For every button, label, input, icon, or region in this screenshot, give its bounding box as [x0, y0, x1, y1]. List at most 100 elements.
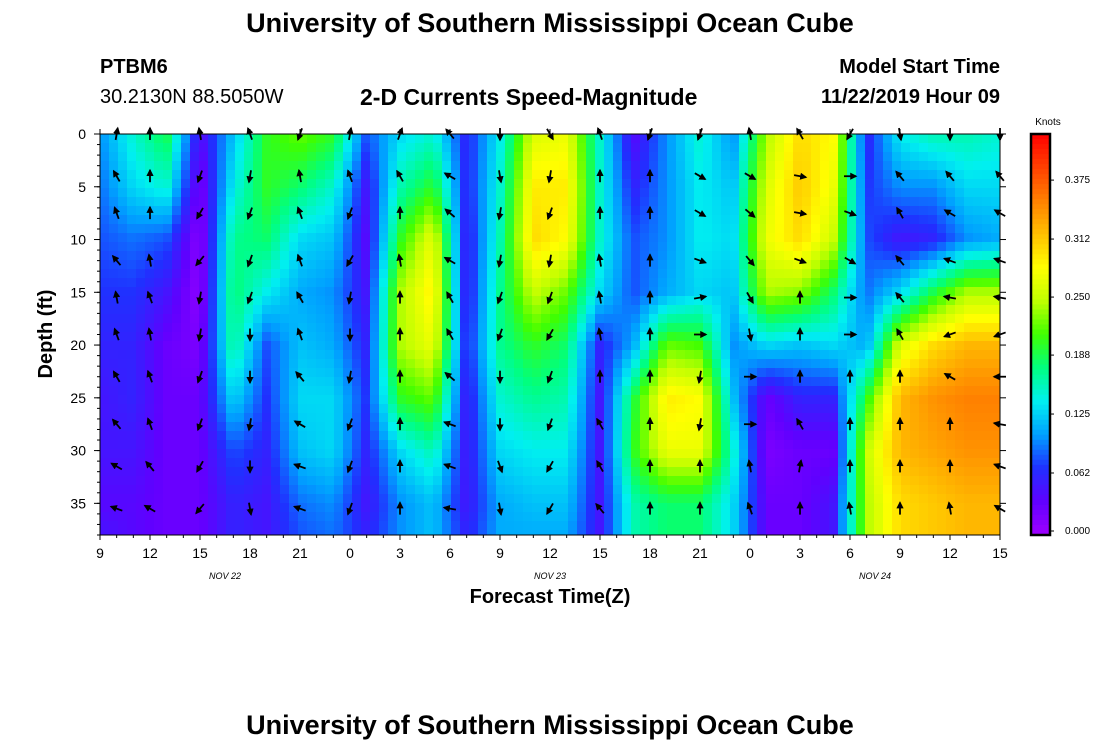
heatmap-cell: [280, 161, 290, 171]
heatmap-cell: [586, 287, 596, 297]
heatmap-cell: [937, 206, 947, 216]
heatmap-cell: [352, 494, 362, 504]
colorbar-segment: [1031, 264, 1050, 270]
heatmap-cell: [325, 458, 335, 468]
heatmap-cell: [622, 476, 632, 486]
heatmap-cell: [892, 179, 902, 189]
heatmap-cell: [478, 530, 488, 536]
current-arrow: [746, 328, 754, 342]
heatmap-cell: [208, 485, 218, 495]
heatmap-cell: [487, 368, 497, 378]
heatmap-cell: [874, 278, 884, 288]
heatmap-cell: [100, 287, 110, 297]
heatmap-cell: [181, 440, 191, 450]
heatmap-cell: [262, 179, 272, 189]
heatmap-cell: [334, 305, 344, 315]
heatmap-cell: [307, 467, 317, 477]
heatmap-cell: [406, 485, 416, 495]
heatmap-cell: [838, 260, 848, 270]
heatmap-cell: [541, 134, 551, 144]
heatmap-cell: [424, 458, 434, 468]
heatmap-cell: [919, 170, 929, 180]
heatmap-cell: [406, 161, 416, 171]
heatmap-cell: [694, 512, 704, 522]
heatmap-cell: [955, 305, 965, 315]
heatmap-cell: [847, 305, 857, 315]
heatmap-cell: [298, 386, 308, 396]
heatmap-cell: [937, 305, 947, 315]
heatmap-cell: [361, 251, 371, 261]
heatmap-cell: [127, 332, 137, 342]
current-arrow: [295, 371, 305, 382]
heatmap-cell: [406, 449, 416, 459]
heatmap-cell: [388, 422, 398, 432]
heatmap-cell: [280, 350, 290, 360]
heatmap-cell: [721, 152, 731, 162]
heatmap-cell: [631, 215, 641, 225]
heatmap-cell: [487, 494, 497, 504]
heatmap-cell: [334, 467, 344, 477]
heatmap-cell: [973, 341, 983, 351]
heatmap-cell: [505, 143, 515, 153]
heatmap-cell: [334, 458, 344, 468]
x-tick-label: 21: [292, 545, 308, 561]
heatmap-cell: [469, 413, 479, 423]
heatmap-cell: [433, 386, 443, 396]
heatmap-cell: [595, 305, 605, 315]
heatmap-cell: [208, 377, 218, 387]
heatmap-cell: [928, 476, 938, 486]
current-arrow: [296, 291, 304, 304]
heatmap-cell: [352, 152, 362, 162]
heatmap-cell: [766, 161, 776, 171]
heatmap-cell: [550, 485, 560, 495]
heatmap-cell: [856, 404, 866, 414]
heatmap-cell: [856, 170, 866, 180]
heatmap-cell: [154, 512, 164, 522]
heatmap-cell: [460, 296, 470, 306]
heatmap-cell: [649, 530, 659, 536]
heatmap-cell: [955, 224, 965, 234]
heatmap-cell: [109, 215, 119, 225]
heatmap-cell: [622, 332, 632, 342]
heatmap-cell: [379, 350, 389, 360]
heatmap-cell: [883, 242, 893, 252]
heatmap-cell: [226, 386, 236, 396]
heatmap-cell: [811, 368, 821, 378]
heatmap-cell: [559, 152, 569, 162]
heatmap-cell: [523, 368, 533, 378]
heatmap-cell: [559, 179, 569, 189]
heatmap-cell: [298, 314, 308, 324]
heatmap-cell: [694, 467, 704, 477]
current-arrow: [296, 327, 304, 341]
heatmap-cell: [388, 350, 398, 360]
heatmap-cell: [460, 413, 470, 423]
heatmap-cell: [991, 233, 1001, 243]
heatmap-cell: [298, 152, 308, 162]
heatmap-cell: [298, 404, 308, 414]
heatmap-cell: [154, 332, 164, 342]
heatmap-cell: [262, 251, 272, 261]
heatmap-cell: [793, 530, 803, 536]
heatmap-cell: [667, 323, 677, 333]
heatmap-cell: [469, 161, 479, 171]
heatmap-cell: [190, 233, 200, 243]
heatmap-cell: [685, 368, 695, 378]
heatmap-cell: [352, 440, 362, 450]
heatmap-cell: [640, 224, 650, 234]
heatmap-cell: [577, 440, 587, 450]
heatmap-cell: [604, 449, 614, 459]
heatmap-cell: [928, 377, 938, 387]
heatmap-cell: [748, 242, 758, 252]
heatmap-cell: [946, 143, 956, 153]
heatmap-cell: [379, 170, 389, 180]
heatmap-cell: [478, 485, 488, 495]
heatmap-cell: [991, 458, 1001, 468]
heatmap-cell: [640, 134, 650, 144]
heatmap-cell: [883, 458, 893, 468]
heatmap-cell: [964, 296, 974, 306]
heatmap-cell: [199, 305, 209, 315]
heatmap-cell: [487, 152, 497, 162]
heatmap-cell: [136, 467, 146, 477]
heatmap-cell: [712, 323, 722, 333]
heatmap-cell: [181, 449, 191, 459]
